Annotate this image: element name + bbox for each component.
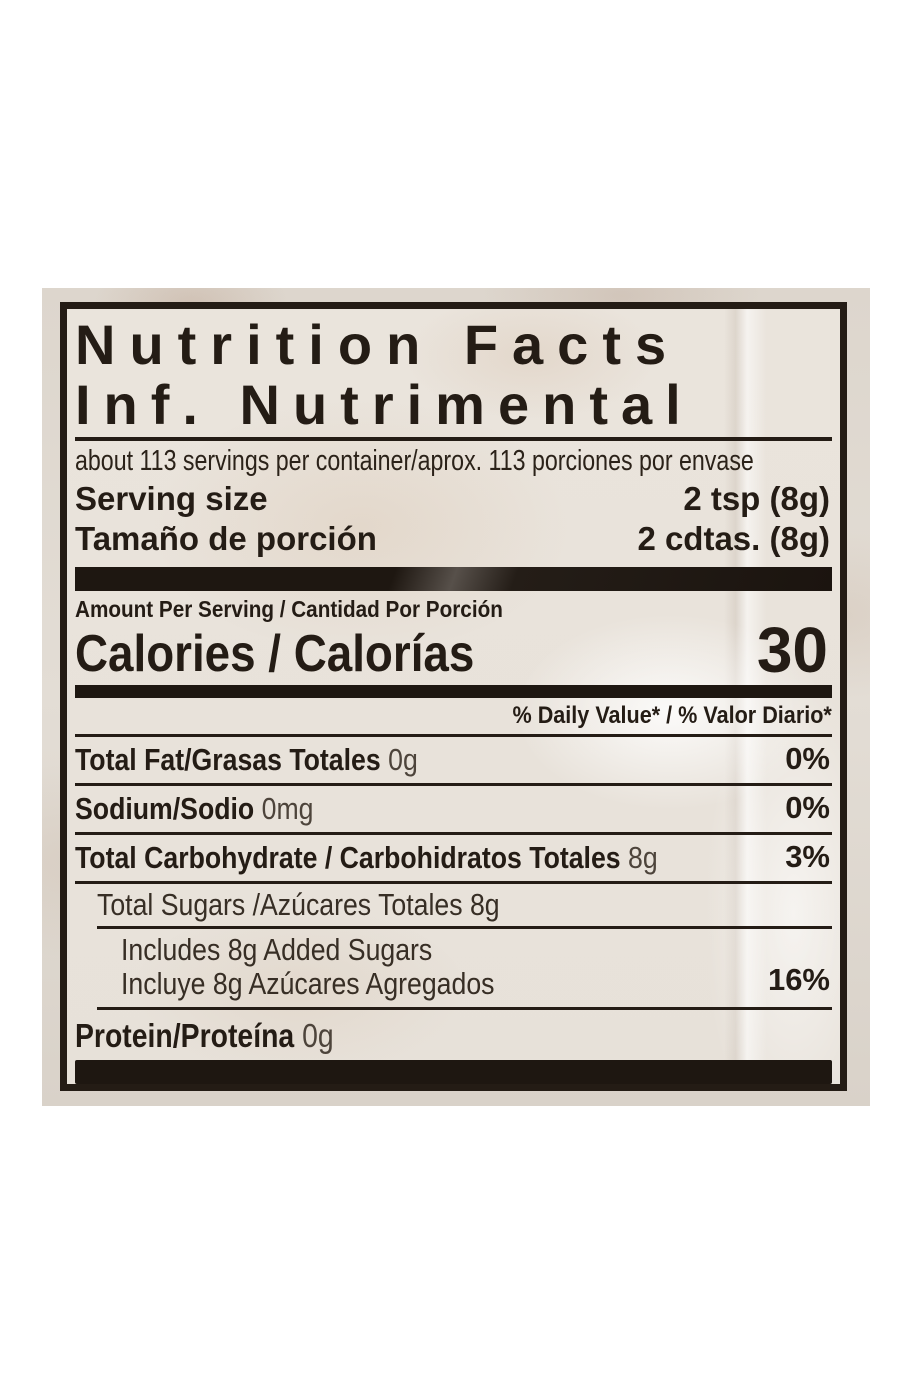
calories-value: 30 [756,614,828,686]
total-sugars-name: Total Sugars /Azúcares Totales [97,887,463,922]
serving-size-value-en: 2 tsp (8g) [683,480,830,517]
nutrient-row-total-fat: Total Fat/Grasas Totales 0g 0% [75,737,832,786]
sodium-amount: 0mg [261,791,314,826]
total-fat-daily-value: 0% [785,741,830,776]
calories-row: Calories / Calorías 30 [75,617,832,685]
nutrient-row-protein: Protein/Proteína 0g [75,1010,832,1054]
added-sugars-line-es-wrap: Incluye 8g Azúcares Agregados [97,967,832,1001]
section-bar-top [75,567,832,591]
total-carb-name: Total Carbohydrate / Carbohidratos Total… [75,840,621,875]
serving-size-row-es: Tamaño de porción 2 cdtas. (8g) [75,519,832,559]
total-carb-daily-value: 3% [785,839,830,874]
daily-value-header: % Daily Value* / % Valor Diario* [75,698,832,737]
title-divider [75,437,832,441]
protein-name-and-amount: Protein/Proteína 0g [75,1018,334,1054]
servings-per-container-text: about 113 servings per container/aprox. … [75,445,754,477]
sodium-name: Sodium/Sodio [75,791,255,826]
label-photo: Nutrition Facts Inf. Nutrimental about 1… [42,288,870,1106]
amount-per-serving-label: Amount Per Serving / Cantidad Por Porció… [75,596,503,622]
nutrient-row-sodium: Sodium/Sodio 0mg 0% [75,786,832,835]
total-fat-name: Total Fat/Grasas Totales [75,742,381,777]
sodium-daily-value: 0% [785,790,830,825]
panel-title-es: Inf. Nutrimental [75,373,694,436]
nutrient-row-total-sugars: Total Sugars /Azúcares Totales 8g [97,884,832,929]
nutrient-row-total-carbohydrate: Total Carbohydrate / Carbohidratos Total… [75,835,832,884]
daily-value-header-text: % Daily Value* / % Valor Diario* [512,702,832,729]
panel-title-en: Nutrition Facts [75,313,681,376]
section-bar-bottom [75,1060,832,1084]
section-bar-mid [75,685,832,698]
total-carb-amount: 8g [628,840,658,875]
protein-name: Protein/Proteína [75,1017,295,1054]
calories-label: Calories / Calorías [75,625,475,683]
protein-amount: 0g [302,1017,334,1054]
nutrient-row-added-sugars: Includes 8g Added Sugars Incluye 8g Azúc… [97,929,832,1010]
serving-size-label-en: Serving size [75,480,268,517]
added-sugars-line-es: Incluye 8g Azúcares Agregados [121,966,495,1001]
sodium-name-and-amount: Sodium/Sodio 0mg [75,792,313,826]
added-sugars-line-en: Includes 8g Added Sugars [121,932,433,967]
serving-size-value-es: 2 cdtas. (8g) [637,520,830,557]
total-carb-name-and-amount: Total Carbohydrate / Carbohidratos Total… [75,841,658,875]
serving-size-row-en: Serving size 2 tsp (8g) [75,479,832,519]
added-sugars-daily-value: 16% [767,962,830,997]
serving-size-label-es: Tamaño de porción [75,520,377,557]
added-sugars-line-en-wrap: Includes 8g Added Sugars [97,933,832,967]
total-sugars-name-and-amount: Total Sugars /Azúcares Totales 8g [97,888,500,922]
total-sugars-amount: 8g [469,887,500,922]
servings-per-container: about 113 servings per container/aprox. … [75,443,832,479]
amount-per-serving-header: Amount Per Serving / Cantidad Por Porció… [75,595,832,623]
nutrition-facts-panel: Nutrition Facts Inf. Nutrimental about 1… [60,302,847,1091]
total-fat-name-and-amount: Total Fat/Grasas Totales 0g [75,743,418,777]
total-fat-amount: 0g [388,742,418,777]
